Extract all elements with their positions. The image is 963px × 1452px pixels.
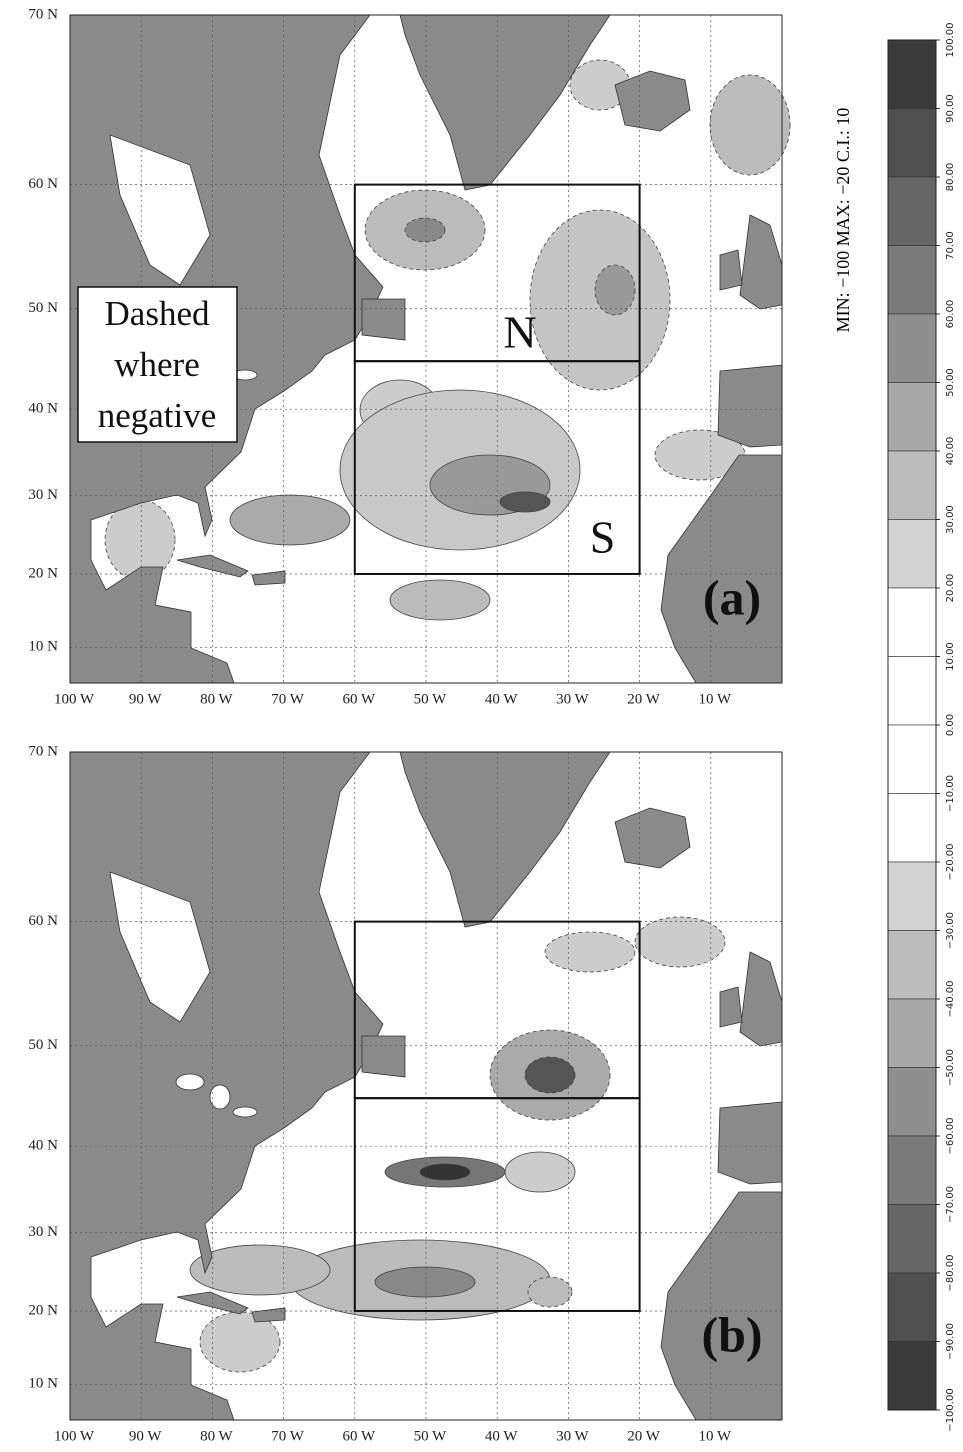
colorbar-band: [887, 519, 937, 589]
panel-label: (a): [703, 569, 761, 625]
x-tick-label: 50 W: [414, 1428, 447, 1444]
colorbar-band: [887, 176, 937, 246]
colorbar-label: −30.00: [945, 912, 956, 949]
x-tick-label: 30 W: [556, 691, 589, 707]
colorbar-label: 0.00: [945, 714, 956, 736]
colorbar-band: [887, 656, 937, 726]
colorbar-band: [887, 1341, 937, 1411]
x-tick-label: 70 W: [271, 1428, 304, 1444]
colorbar-label: 10.00: [945, 642, 956, 671]
colorbar-band: [887, 1067, 937, 1137]
colorbar-label: −20.00: [945, 843, 956, 880]
x-tick-label: 40 W: [485, 691, 518, 707]
map-panel: 70 N 60 N 50 N 40 N 30 N 20 N 10 N 100 W 90 W 80 …: [28, 743, 783, 1444]
colorbar-band: [887, 382, 937, 452]
colorbar-label: −80.00: [945, 1254, 956, 1291]
x-tick-label: 70 W: [271, 691, 304, 707]
colorbar-label: −50.00: [945, 1049, 956, 1086]
colorbar-band: [887, 724, 937, 794]
x-tick-label: 40 W: [485, 1428, 518, 1444]
colorbar-band: [887, 450, 937, 520]
colorbar-label: 70.00: [945, 231, 956, 260]
colorbar-label: 80.00: [945, 163, 956, 192]
x-tick-label: 10 W: [698, 691, 731, 707]
annotation-text: Dashed: [105, 294, 210, 333]
y-tick-label: 70 N: [28, 743, 58, 759]
x-tick-label: 50 W: [414, 691, 447, 707]
colorbar-label: −10.00: [945, 775, 956, 812]
x-tick-label: 60 W: [342, 691, 375, 707]
colorbar-band: [887, 861, 937, 931]
map-frame: [69, 14, 783, 684]
contour-info: MIN: −100 MAX: −20 C.I.: 10: [833, 108, 853, 333]
colorbar-label: 30.00: [945, 505, 956, 534]
colorbar-band: [887, 1204, 937, 1274]
y-tick-label: 60 N: [28, 176, 58, 192]
region-box: [353, 1097, 641, 1312]
map-frame: [69, 751, 783, 1421]
colorbar-band: [887, 930, 937, 1000]
y-tick-label: 20 N: [28, 1302, 58, 1318]
x-tick-label: 100 W: [54, 691, 95, 707]
colorbar-frame: [887, 39, 937, 1411]
colorbar-band: [887, 108, 937, 178]
y-tick-label: 40 N: [28, 401, 58, 417]
colorbar-label: −90.00: [945, 1323, 956, 1360]
colorbar-band: [887, 1272, 937, 1342]
colorbar-band: [887, 313, 937, 383]
y-tick-label: 10 N: [28, 1376, 58, 1392]
colorbar-label: −40.00: [945, 980, 956, 1017]
contours: [104, 59, 791, 621]
colorbar-band: [887, 1135, 937, 1205]
x-tick-label: 30 W: [556, 1428, 589, 1444]
colorbar-label: −100.00: [945, 1388, 956, 1431]
y-tick-label: 60 N: [28, 913, 58, 929]
annotation-text: negative: [98, 396, 217, 435]
region-box: [353, 360, 641, 575]
colorbar-label: 100.00: [945, 23, 956, 58]
y-tick-label: 40 N: [28, 1138, 58, 1154]
colorbar-band: [887, 587, 937, 657]
colorbar-label: −70.00: [945, 1186, 956, 1223]
y-tick-label: 50 N: [28, 300, 58, 316]
colorbar-label: 20.00: [945, 574, 956, 603]
colorbar-band: [887, 245, 937, 315]
x-tick-label: 100 W: [54, 1428, 95, 1444]
y-tick-label: 30 N: [28, 487, 58, 503]
y-tick-label: 20 N: [28, 565, 58, 581]
y-tick-label: 50 N: [28, 1037, 58, 1053]
colorbar-label: −60.00: [945, 1117, 956, 1154]
x-tick-label: 20 W: [627, 1428, 660, 1444]
region-label: N: [503, 307, 536, 358]
colorbar-band: [887, 998, 937, 1068]
y-tick-label: 70 N: [28, 6, 58, 22]
map-panel: 70 N 60 N 50 N 40 N 30 N 20 N 10 N 100 W 90 W 80 …: [28, 6, 791, 707]
colorbar-band: [887, 39, 937, 109]
colorbar-label: 90.00: [945, 94, 956, 123]
x-tick-label: 90 W: [129, 1428, 162, 1444]
annotation-box: [77, 286, 238, 443]
region-label: S: [590, 512, 616, 563]
x-tick-label: 80 W: [200, 1428, 233, 1444]
colorbar-label: 50.00: [945, 368, 956, 397]
colorbar-band: [887, 793, 937, 863]
x-tick-label: 90 W: [129, 691, 162, 707]
panel-label: (b): [701, 1306, 762, 1362]
x-tick-label: 80 W: [200, 691, 233, 707]
colorbar-label: 40.00: [945, 437, 956, 466]
x-tick-label: 20 W: [627, 691, 660, 707]
x-tick-label: 10 W: [698, 1428, 731, 1444]
y-tick-label: 10 N: [28, 639, 58, 655]
y-tick-label: 30 N: [28, 1224, 58, 1240]
annotation-text: where: [114, 345, 200, 384]
colorbar-label: 60.00: [945, 300, 956, 329]
x-tick-label: 60 W: [342, 1428, 375, 1444]
